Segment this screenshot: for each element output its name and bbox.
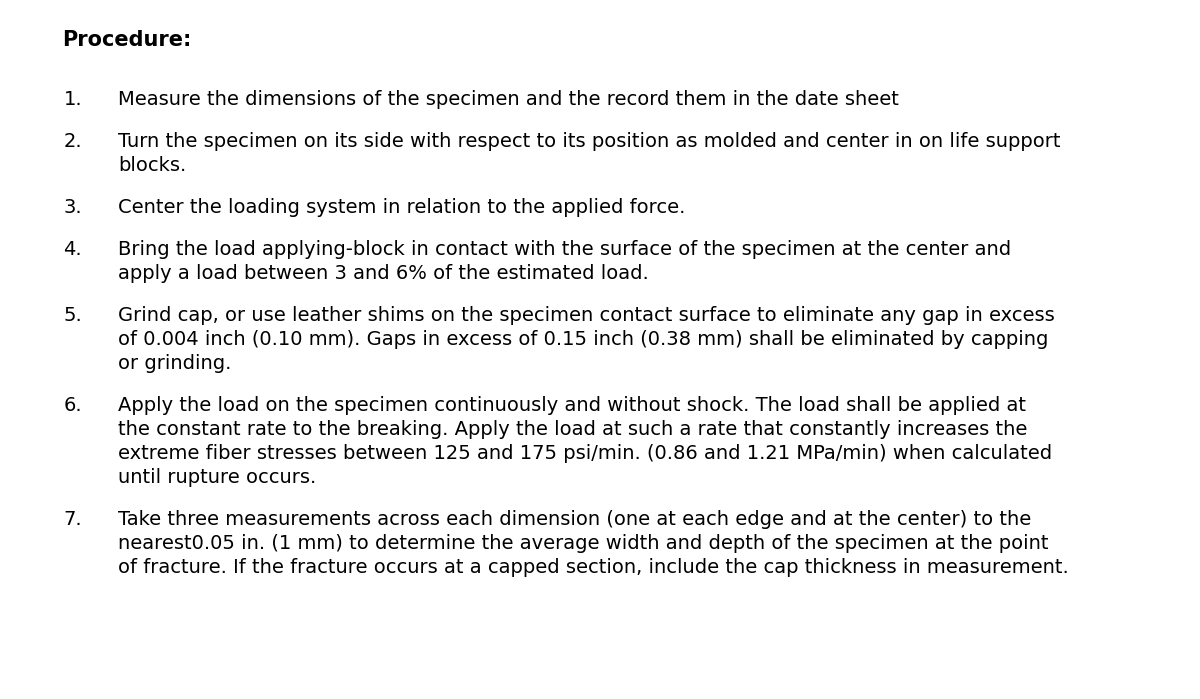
Text: or grinding.: or grinding. [118,354,232,373]
Text: Center the loading system in relation to the applied force.: Center the loading system in relation to… [118,198,685,217]
Text: of fracture. If the fracture occurs at a capped section, include the cap thickne: of fracture. If the fracture occurs at a… [118,558,1069,577]
Text: 1.: 1. [64,90,82,109]
Text: apply a load between 3 and 6% of the estimated load.: apply a load between 3 and 6% of the est… [118,264,649,283]
Text: the constant rate to the breaking. Apply the load at such a rate that constantly: the constant rate to the breaking. Apply… [118,420,1027,439]
Text: Grind cap, or use leather shims on the specimen contact surface to eliminate any: Grind cap, or use leather shims on the s… [118,306,1055,325]
Text: Take three measurements across each dimension (one at each edge and at the cente: Take three measurements across each dime… [118,510,1031,529]
Text: until rupture occurs.: until rupture occurs. [118,468,317,487]
Text: nearest0.05 in. (1 mm) to determine the average width and depth of the specimen : nearest0.05 in. (1 mm) to determine the … [118,534,1049,553]
Text: 3.: 3. [64,198,82,217]
Text: Procedure:: Procedure: [62,30,191,50]
Text: Measure the dimensions of the specimen and the record them in the date sheet: Measure the dimensions of the specimen a… [118,90,899,109]
Text: 7.: 7. [64,510,82,529]
Text: 6.: 6. [64,396,82,415]
Text: extreme fiber stresses between 125 and 175 psi/min. (0.86 and 1.21 MPa/min) when: extreme fiber stresses between 125 and 1… [118,444,1052,463]
Text: Turn the specimen on its side with respect to its position as molded and center : Turn the specimen on its side with respe… [118,132,1061,151]
Text: Bring the load applying-block in contact with the surface of the specimen at the: Bring the load applying-block in contact… [118,240,1012,259]
Text: 4.: 4. [64,240,82,259]
Text: of 0.004 inch (0.10 mm). Gaps in excess of 0.15 inch (0.38 mm) shall be eliminat: of 0.004 inch (0.10 mm). Gaps in excess … [118,330,1049,349]
Text: Apply the load on the specimen continuously and without shock. The load shall be: Apply the load on the specimen continuou… [118,396,1026,415]
Text: blocks.: blocks. [118,156,186,175]
Text: 2.: 2. [64,132,82,151]
Text: 5.: 5. [64,306,82,325]
